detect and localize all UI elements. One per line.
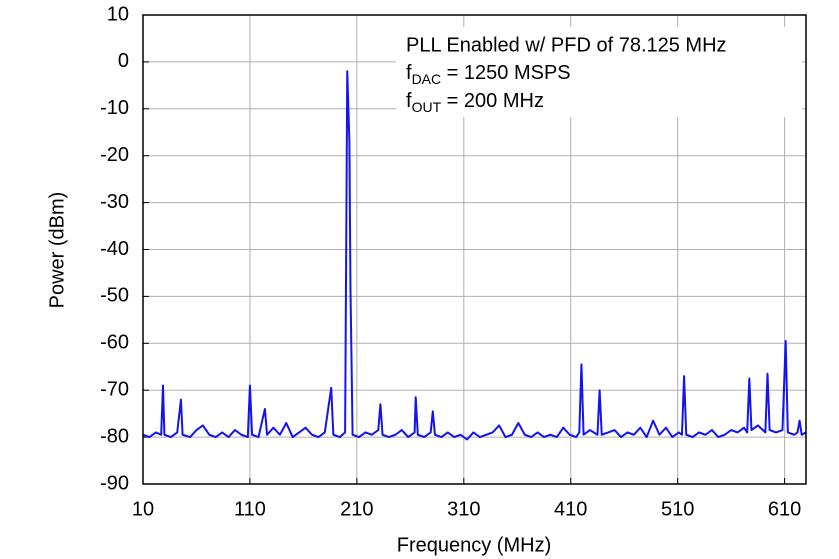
x-tick-label: 510: [661, 498, 694, 520]
x-tick-label: 10: [132, 498, 154, 520]
y-tick-label: -40: [100, 238, 129, 260]
y-tick-label: -60: [100, 332, 129, 354]
y-tick-label: -70: [100, 378, 129, 400]
annotation: fOUT = 200 MHz: [406, 90, 544, 114]
y-tick-label: 0: [118, 50, 129, 72]
y-tick-label: -30: [100, 191, 129, 213]
x-axis-label: Frequency (MHz): [397, 534, 551, 556]
annotation-main: f: [406, 62, 412, 84]
y-tick-label: -80: [100, 425, 129, 447]
annotation-tail: = 200 MHz: [441, 90, 544, 112]
y-tick-label: -90: [100, 472, 129, 494]
x-tick-label: 210: [340, 498, 373, 520]
y-tick-label: -50: [100, 285, 129, 307]
annotation: PLL Enabled w/ PFD of 78.125 MHz: [406, 34, 727, 56]
y-tick-label: 10: [107, 3, 129, 25]
annotation-main: f: [406, 90, 412, 112]
annotation-box: [396, 27, 802, 117]
spectrum-line: [142, 70, 807, 441]
x-tick-label: 610: [768, 498, 801, 520]
annotation-tail: = 1250 MSPS: [441, 62, 571, 84]
annotation-sub: OUT: [412, 99, 442, 115]
x-tick-label: 410: [554, 498, 587, 520]
y-tick-label: -20: [100, 144, 129, 166]
y-axis-label: Power (dBm): [46, 192, 68, 309]
annotation: fDAC = 1250 MSPS: [406, 62, 571, 86]
x-tick-label: 310: [447, 498, 480, 520]
x-tick-label: 110: [234, 498, 266, 520]
annotation-sub: DAC: [412, 71, 442, 87]
plot-frame: [142, 14, 807, 485]
y-tick-label: -10: [100, 97, 129, 119]
